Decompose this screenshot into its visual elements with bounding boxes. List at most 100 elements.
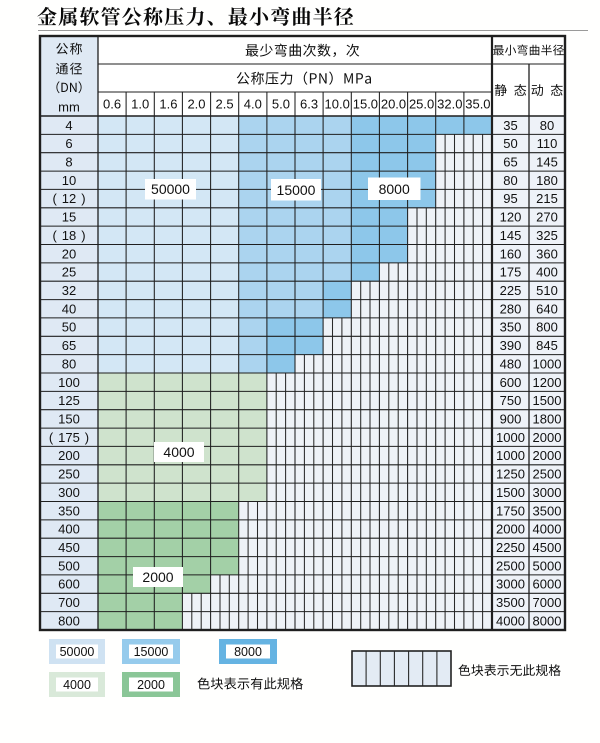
svg-text:2500: 2500 xyxy=(496,558,525,573)
svg-text:3000: 3000 xyxy=(496,577,525,592)
svg-text:450: 450 xyxy=(58,540,80,555)
svg-text:7000: 7000 xyxy=(533,595,562,610)
svg-text:(: ( xyxy=(52,191,57,206)
svg-text:35: 35 xyxy=(503,118,517,133)
svg-text:15: 15 xyxy=(62,210,76,225)
svg-text:600: 600 xyxy=(500,375,522,390)
svg-text:80: 80 xyxy=(540,118,554,133)
svg-text:900: 900 xyxy=(500,412,522,427)
svg-text:500: 500 xyxy=(58,558,80,573)
svg-text:95: 95 xyxy=(503,191,517,206)
svg-text:80: 80 xyxy=(62,356,76,371)
svg-text:2000: 2000 xyxy=(142,569,173,585)
svg-text:225: 225 xyxy=(500,283,522,298)
svg-text:1000: 1000 xyxy=(533,356,562,371)
svg-text:80: 80 xyxy=(503,173,517,188)
svg-text:125: 125 xyxy=(58,393,80,408)
svg-text:mm: mm xyxy=(58,100,80,115)
svg-text:32.0: 32.0 xyxy=(437,97,462,112)
svg-text:400: 400 xyxy=(58,522,80,537)
svg-text:145: 145 xyxy=(536,155,558,170)
svg-text:350: 350 xyxy=(500,320,522,335)
svg-text:120: 120 xyxy=(500,210,522,225)
svg-text:600: 600 xyxy=(58,577,80,592)
svg-text:2000: 2000 xyxy=(533,430,562,445)
svg-text:750: 750 xyxy=(500,393,522,408)
svg-text:25: 25 xyxy=(62,265,76,280)
svg-text:8000: 8000 xyxy=(533,613,562,628)
svg-text:4.0: 4.0 xyxy=(244,97,262,112)
svg-text:280: 280 xyxy=(500,301,522,316)
svg-text:15000: 15000 xyxy=(277,182,316,198)
svg-text:10: 10 xyxy=(62,173,76,188)
svg-text:400: 400 xyxy=(536,265,558,280)
svg-text:1750: 1750 xyxy=(496,503,525,518)
svg-text:200: 200 xyxy=(58,448,80,463)
svg-text:175: 175 xyxy=(500,265,522,280)
svg-text:1000: 1000 xyxy=(496,448,525,463)
svg-text:325: 325 xyxy=(536,228,558,243)
svg-text:1.6: 1.6 xyxy=(159,97,177,112)
svg-text:1200: 1200 xyxy=(533,375,562,390)
svg-text:640: 640 xyxy=(536,301,558,316)
svg-text:2000: 2000 xyxy=(137,678,165,692)
svg-text:50000: 50000 xyxy=(151,181,190,197)
svg-text:8: 8 xyxy=(65,155,72,170)
svg-text:360: 360 xyxy=(536,246,558,261)
svg-text:845: 845 xyxy=(536,338,558,353)
svg-text:6: 6 xyxy=(65,136,72,151)
svg-text:4000: 4000 xyxy=(496,613,525,628)
svg-text:4000: 4000 xyxy=(533,522,562,537)
svg-text:4000: 4000 xyxy=(63,678,91,692)
svg-text:110: 110 xyxy=(537,136,558,151)
svg-text:390: 390 xyxy=(500,338,522,353)
svg-text:175: 175 xyxy=(58,430,80,445)
svg-text:40: 40 xyxy=(62,301,76,316)
svg-text:4: 4 xyxy=(65,118,72,133)
svg-text:1.0: 1.0 xyxy=(131,97,149,112)
svg-text:510: 510 xyxy=(536,283,558,298)
svg-text:145: 145 xyxy=(500,228,522,243)
svg-text:6000: 6000 xyxy=(533,577,562,592)
svg-text:480: 480 xyxy=(500,356,522,371)
svg-text:8000: 8000 xyxy=(379,181,410,197)
svg-text:150: 150 xyxy=(58,412,80,427)
svg-text:): ) xyxy=(81,191,85,206)
svg-text:0.6: 0.6 xyxy=(103,97,121,112)
svg-text:800: 800 xyxy=(536,320,558,335)
svg-text:35.0: 35.0 xyxy=(465,97,490,112)
svg-text:50: 50 xyxy=(503,136,517,151)
svg-text:270: 270 xyxy=(536,210,558,225)
svg-text:5000: 5000 xyxy=(533,558,562,573)
svg-text:15.0: 15.0 xyxy=(353,97,378,112)
svg-text:15000: 15000 xyxy=(134,645,169,659)
svg-text:10.0: 10.0 xyxy=(325,97,350,112)
svg-text:800: 800 xyxy=(58,613,80,628)
svg-text:2250: 2250 xyxy=(496,540,525,555)
svg-text:4500: 4500 xyxy=(533,540,562,555)
svg-text:50000: 50000 xyxy=(60,645,95,659)
svg-text:2000: 2000 xyxy=(533,448,562,463)
svg-text:100: 100 xyxy=(58,375,80,390)
svg-text:1500: 1500 xyxy=(533,393,562,408)
svg-text:1500: 1500 xyxy=(496,485,525,500)
svg-text:3500: 3500 xyxy=(496,595,525,610)
svg-text:(: ( xyxy=(52,228,57,243)
svg-text:1000: 1000 xyxy=(496,430,525,445)
svg-text:50: 50 xyxy=(62,320,76,335)
svg-text:20.0: 20.0 xyxy=(381,97,406,112)
svg-text:(: ( xyxy=(49,430,54,445)
svg-text:20: 20 xyxy=(62,246,76,261)
svg-text:2.0: 2.0 xyxy=(187,97,205,112)
svg-text:5.0: 5.0 xyxy=(272,97,290,112)
svg-text:180: 180 xyxy=(536,173,558,188)
svg-text:215: 215 xyxy=(536,191,558,206)
svg-text:2.5: 2.5 xyxy=(216,97,234,112)
svg-text:3500: 3500 xyxy=(533,503,562,518)
svg-text:300: 300 xyxy=(58,485,80,500)
svg-text:8000: 8000 xyxy=(234,645,262,659)
svg-text:12: 12 xyxy=(62,191,76,206)
svg-text:65: 65 xyxy=(503,155,517,170)
svg-text:): ) xyxy=(85,430,89,445)
svg-text:25.0: 25.0 xyxy=(409,97,434,112)
